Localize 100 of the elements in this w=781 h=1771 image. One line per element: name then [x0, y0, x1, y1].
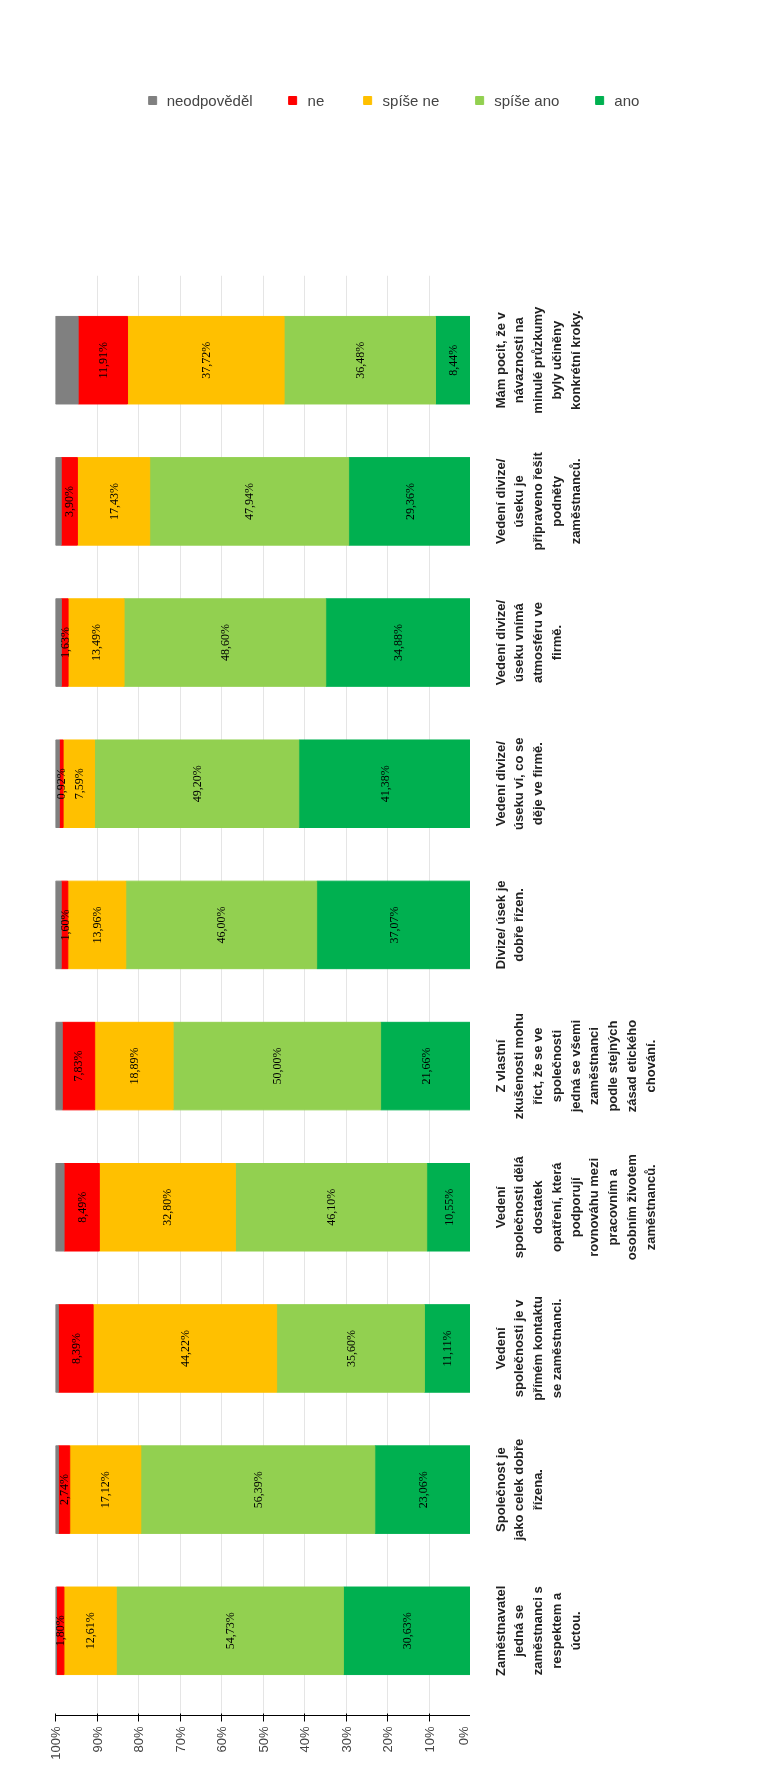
bar — [374, 1445, 470, 1534]
legend-label: ne — [307, 91, 326, 109]
data-label: 1,80% — [53, 1615, 68, 1647]
bar — [115, 1586, 344, 1676]
bar — [149, 457, 350, 546]
data-label: 49,20% — [189, 765, 204, 803]
bar — [325, 598, 470, 687]
data-label: 34,88% — [391, 624, 406, 662]
data-label: 1,63% — [57, 627, 72, 659]
y-tick-label: Divize/ úsek je dobře řízen. — [492, 880, 527, 970]
x-tick-label: 90% — [89, 1726, 105, 1753]
data-label: 54,73% — [222, 1612, 237, 1650]
data-label: 41,38% — [377, 765, 392, 803]
category-label: Vedení společnosti dělá dostatek opatření, která podporují rovnováhu mezi pracovním a osobním životem zaměstnanců. — [492, 1154, 658, 1261]
category-label: Z vlastní zkušenosti mohu říct, že se ve společnosti jedná se všemi zaměstnanci podle stejných zásad etického chování. — [492, 1012, 658, 1120]
bar — [276, 1304, 425, 1393]
data-label: 7,83% — [71, 1050, 86, 1082]
bar — [94, 739, 300, 828]
bar — [125, 880, 318, 970]
bar — [57, 1304, 94, 1393]
x-tick-label: 40% — [297, 1726, 312, 1753]
bar — [69, 1445, 142, 1534]
data-label: 7,59% — [71, 768, 86, 800]
y-tick-label: Společnost je jako celek dobře řízena. — [492, 1438, 545, 1542]
legend-label: spíše ano — [494, 91, 560, 109]
legend-label: neodpověděl — [166, 91, 253, 109]
bar — [55, 1021, 63, 1111]
bar — [234, 1163, 428, 1252]
data-label: 23,06% — [415, 1471, 430, 1509]
data-label: 35,60% — [343, 1329, 358, 1367]
data-label: 56,39% — [250, 1471, 265, 1509]
bar — [55, 598, 62, 687]
bar — [92, 1304, 278, 1393]
legend-label: spíše ne — [382, 91, 440, 109]
data-label: 46,10% — [324, 1188, 339, 1226]
data-label: 11,91% — [95, 341, 110, 379]
data-label: 21,66% — [418, 1047, 433, 1085]
data-label: 18,89% — [126, 1047, 141, 1085]
bar — [423, 1304, 470, 1393]
data-label: 0,92% — [54, 768, 69, 800]
bar — [55, 1445, 59, 1534]
data-label: 13,96% — [89, 906, 104, 944]
data-label: 17,43% — [106, 482, 121, 520]
bar — [380, 1021, 470, 1111]
data-label: 30,63% — [399, 1612, 414, 1650]
bar — [123, 598, 327, 687]
data-label: 48,60% — [217, 624, 232, 662]
bar — [140, 1445, 376, 1534]
bar — [94, 1021, 174, 1111]
y-tick-label: Zaměstnavatel jedná se zaměstnanci s respektem a úctou. — [492, 1585, 583, 1676]
data-label: 8,44% — [445, 344, 460, 376]
bar — [342, 1586, 470, 1676]
bar — [55, 457, 62, 546]
data-label: 8,39% — [68, 1332, 83, 1364]
y-tick-label: Vedení divize/ úseku je připraveno řešit podněty zaměstnanců. — [492, 451, 583, 551]
bar — [55, 880, 62, 970]
bar — [298, 739, 470, 828]
x-tick-label: 50% — [255, 1726, 271, 1753]
bar — [172, 1021, 382, 1111]
data-label: 32,80% — [160, 1188, 175, 1226]
bar — [77, 315, 129, 405]
data-label: 36,48% — [352, 341, 367, 379]
x-tick-label: 80% — [131, 1726, 146, 1753]
data-label: 12,61% — [83, 1612, 98, 1650]
bar — [426, 1163, 470, 1252]
bar — [283, 315, 436, 405]
bar — [127, 315, 285, 405]
data-label: 47,94% — [242, 482, 257, 520]
x-tick-label: 60% — [214, 1726, 229, 1753]
bar — [63, 1163, 100, 1252]
bar — [55, 1304, 59, 1393]
y-tick-label: Vedení divize/ úseku vnímá atmosféru ve firmě. — [492, 599, 564, 686]
data-label: 1,60% — [57, 909, 72, 941]
bar — [76, 457, 151, 546]
data-label: 37,72% — [198, 341, 213, 379]
x-tick-label: 30% — [338, 1726, 354, 1753]
data-label: 3,90% — [62, 485, 77, 517]
bar — [316, 880, 470, 970]
data-label: 29,36% — [402, 482, 417, 520]
y-tick-label: Mám pocit, že v návaznosti na minulé průzkumy byly učiněny konkrétní kroky. — [492, 305, 583, 414]
bar — [434, 315, 470, 405]
data-label: 13,49% — [89, 624, 104, 662]
data-label: 44,22% — [177, 1329, 192, 1367]
x-tick-label: 10% — [421, 1726, 437, 1753]
x-tick-label: 0% — [455, 1726, 471, 1746]
y-tick-label: Vedení divize/ úseku ví, co se děje ve firmě. — [492, 737, 545, 830]
bar — [98, 1163, 236, 1252]
bar — [61, 1021, 96, 1111]
x-tick-label: 20% — [380, 1726, 395, 1753]
data-label: 17,12% — [98, 1471, 113, 1509]
data-label: 37,07% — [386, 906, 401, 944]
y-tick-label: Vedení společnosti je v přímém kontaktu se zaměstnanci. — [492, 1296, 564, 1401]
x-tick-label: 100% — [48, 1726, 63, 1760]
x-tick-label: 70% — [172, 1726, 188, 1753]
bar — [55, 1163, 65, 1252]
data-label: 50,00% — [269, 1047, 284, 1085]
bar — [348, 457, 470, 546]
data-label: 11,11% — [440, 1330, 455, 1367]
data-label: 8,49% — [74, 1191, 89, 1223]
data-label: 10,55% — [441, 1188, 456, 1226]
